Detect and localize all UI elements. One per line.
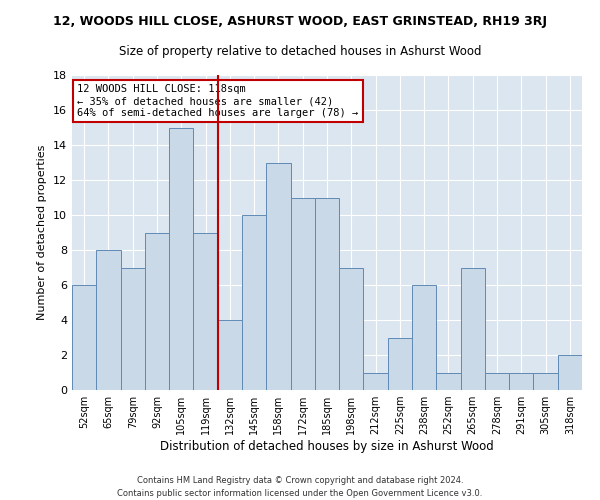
Bar [145, 232, 169, 390]
Bar [339, 268, 364, 390]
Text: 12, WOODS HILL CLOSE, ASHURST WOOD, EAST GRINSTEAD, RH19 3RJ: 12, WOODS HILL CLOSE, ASHURST WOOD, EAST… [53, 15, 547, 28]
Bar [485, 372, 509, 390]
Bar [509, 372, 533, 390]
Bar [72, 285, 96, 390]
Text: Contains HM Land Registry data © Crown copyright and database right 2024.
Contai: Contains HM Land Registry data © Crown c… [118, 476, 482, 498]
Bar [364, 372, 388, 390]
Y-axis label: Number of detached properties: Number of detached properties [37, 145, 47, 320]
Bar [193, 232, 218, 390]
Bar [388, 338, 412, 390]
Bar [218, 320, 242, 390]
Bar [315, 198, 339, 390]
Bar [266, 162, 290, 390]
Bar [290, 198, 315, 390]
Bar [121, 268, 145, 390]
Bar [436, 372, 461, 390]
Text: 12 WOODS HILL CLOSE: 118sqm
← 35% of detached houses are smaller (42)
64% of sem: 12 WOODS HILL CLOSE: 118sqm ← 35% of det… [77, 84, 358, 117]
Bar [461, 268, 485, 390]
Bar [412, 285, 436, 390]
Text: Size of property relative to detached houses in Ashurst Wood: Size of property relative to detached ho… [119, 45, 481, 58]
X-axis label: Distribution of detached houses by size in Ashurst Wood: Distribution of detached houses by size … [160, 440, 494, 453]
Bar [96, 250, 121, 390]
Bar [533, 372, 558, 390]
Bar [169, 128, 193, 390]
Bar [558, 355, 582, 390]
Bar [242, 215, 266, 390]
